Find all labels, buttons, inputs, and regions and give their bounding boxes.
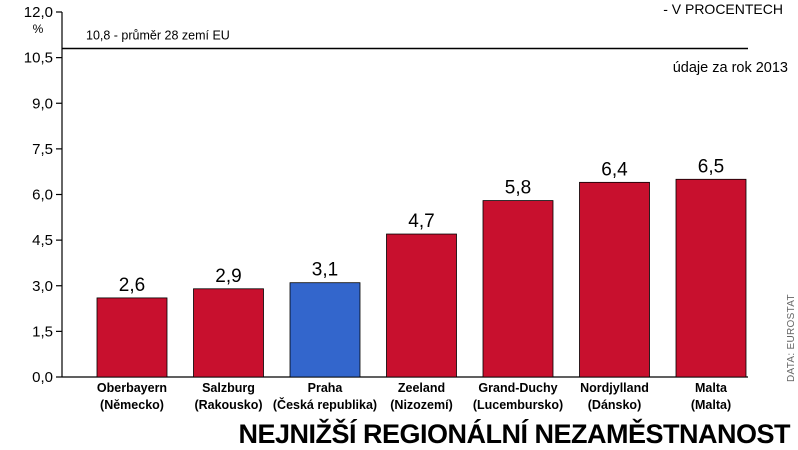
bar xyxy=(482,200,554,378)
bar xyxy=(289,282,361,378)
y-axis-unit: % xyxy=(33,22,44,36)
unit-title: - V PROCENTECH xyxy=(663,1,783,17)
bar-value-label: 6,5 xyxy=(698,156,724,177)
y-axis-ticks: 0,0 1,5 3,0 4,5 6,0 7,5 9,0 10,5 12,0 xyxy=(24,4,62,386)
bar xyxy=(96,297,168,378)
x-axis-labels: Oberbayern (Německo) Salzburg (Rakousko) Pra… xyxy=(97,381,731,412)
bar xyxy=(193,288,264,378)
bars: 2,6 2,9 3,1 4,7 5,8 6,4 6,5 xyxy=(96,156,747,378)
x-category-country: (Nizozemí) xyxy=(390,398,453,412)
x-category-country: (Dánsko) xyxy=(588,398,641,412)
bar xyxy=(579,181,650,378)
y-tick-label: 3,0 xyxy=(32,278,53,295)
x-category-name: Praha xyxy=(308,381,344,395)
bar-value-label: 6,4 xyxy=(601,159,628,180)
x-category-name: Nordjylland xyxy=(580,381,649,395)
y-tick-label: 1,5 xyxy=(32,323,53,340)
x-category-country: (Rakousko) xyxy=(194,398,262,412)
y-tick-label: 12,0 xyxy=(24,4,53,21)
eu-average-label: 10,8 - průměr 28 zemí EU xyxy=(86,29,230,43)
bar-value-label: 4,7 xyxy=(408,211,434,232)
y-tick-label: 10,5 xyxy=(24,50,53,67)
chart-title: NEJNIŽŠÍ REGIONÁLNÍ NEZAMĚSTNANOST xyxy=(238,418,791,449)
y-tick-label: 4,5 xyxy=(32,232,53,249)
x-category-name: Grand-Duchy xyxy=(478,381,557,395)
x-category-country: (Malta) xyxy=(691,398,731,412)
x-category-name: Oberbayern xyxy=(97,381,167,395)
y-tick-label: 6,0 xyxy=(32,187,53,204)
x-category-country: (Lucembursko) xyxy=(473,398,563,412)
source-label: DATA: EUROSTAT xyxy=(786,294,797,382)
year-note: údaje za rok 2013 xyxy=(673,60,788,76)
bar-value-label: 5,8 xyxy=(505,178,531,199)
bar xyxy=(386,233,457,378)
bar xyxy=(675,178,747,378)
x-category-country: (Německo) xyxy=(100,398,164,412)
bar-value-label: 2,6 xyxy=(119,275,145,296)
y-tick-label: 7,5 xyxy=(32,141,53,158)
x-category-name: Zeeland xyxy=(398,381,445,395)
x-category-country: (Česká republika) xyxy=(273,397,377,412)
y-tick-label: 9,0 xyxy=(32,95,53,112)
x-category-name: Salzburg xyxy=(202,381,255,395)
bar-value-label: 2,9 xyxy=(215,266,241,287)
bar-value-label: 3,1 xyxy=(312,260,338,281)
y-tick-label: 0,0 xyxy=(32,369,53,386)
x-category-name: Malta xyxy=(695,381,728,395)
